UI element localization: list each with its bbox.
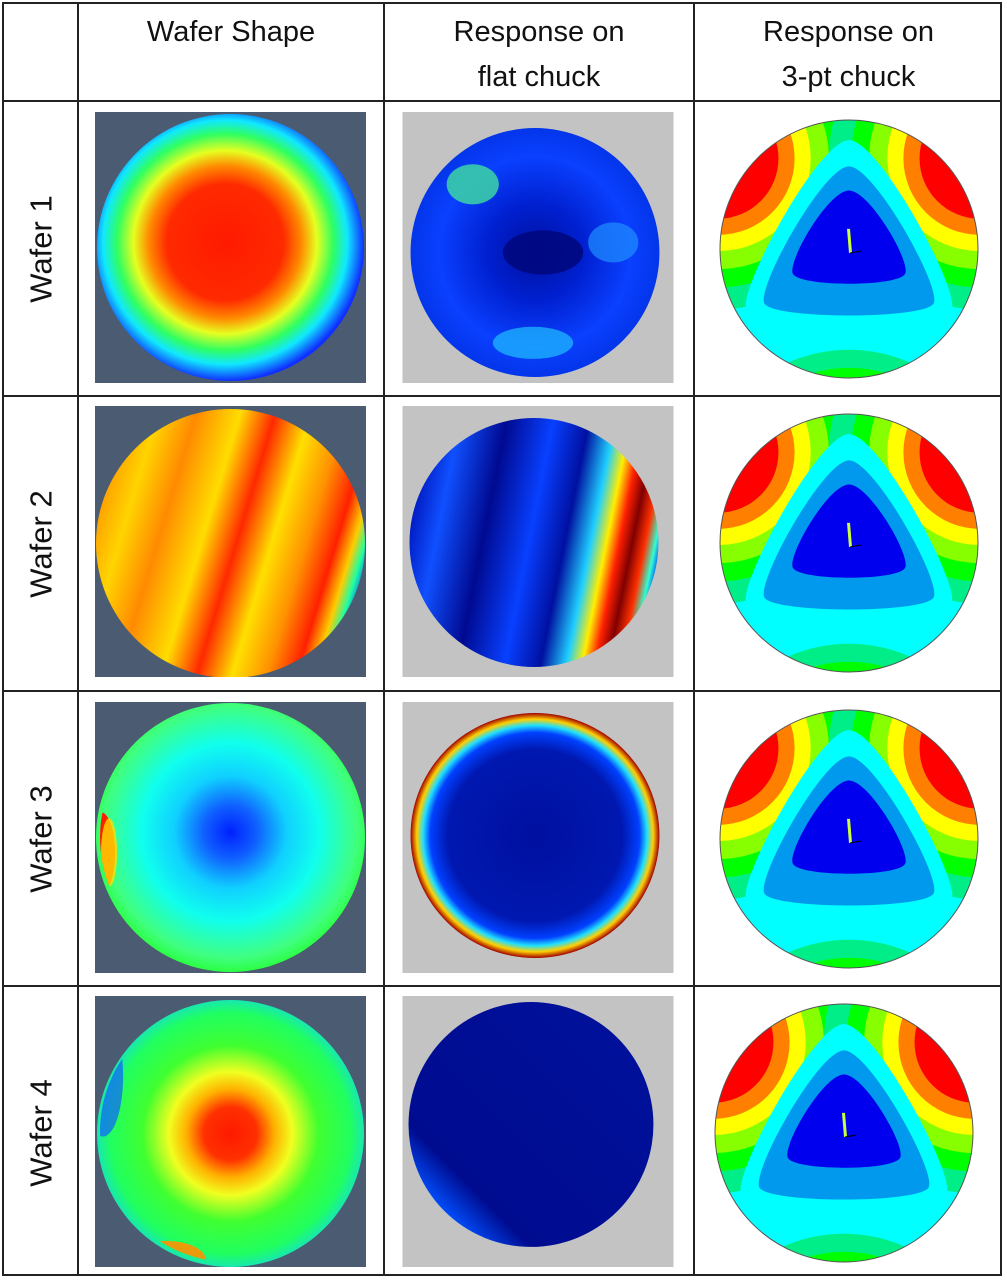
row-label-wafer-2: Wafer 2 — [4, 397, 79, 690]
header-3pt-chuck: Response on 3-pt chuck — [695, 4, 1002, 102]
row-label-wafer-1: Wafer 1 — [4, 102, 79, 395]
row-label-text: Wafer 2 — [23, 489, 59, 598]
column-divider — [693, 4, 695, 1274]
header-text: Response on — [453, 16, 625, 48]
row-divider — [4, 100, 1000, 102]
row-divider — [4, 690, 1000, 692]
column-divider — [77, 4, 79, 1274]
header-flat-chuck: Response on flat chuck — [385, 4, 693, 102]
row-divider — [4, 395, 1000, 397]
row-label-wafer-3: Wafer 3 — [4, 692, 79, 985]
row-label-text: Wafer 3 — [23, 784, 59, 893]
row-label-text: Wafer 4 — [23, 1078, 59, 1187]
header-wafer-shape: Wafer Shape — [79, 4, 383, 102]
wafer-3-flat-chuck-map — [402, 702, 674, 973]
wafer-1-3pt-chuck-contour — [718, 118, 980, 380]
wafer-4-3pt-chuck-contour — [713, 1002, 975, 1264]
row-label-text: Wafer 1 — [23, 194, 59, 303]
header-text: Wafer Shape — [146, 16, 316, 48]
wafer-2-3pt-chuck-contour — [718, 412, 980, 674]
wafer-2-flat-chuck-map — [402, 406, 674, 677]
wafer-3-3pt-chuck-contour — [718, 708, 980, 970]
column-divider — [383, 4, 385, 1274]
row-label-wafer-4: Wafer 4 — [4, 987, 79, 1278]
wafer-4-shape-map — [95, 996, 366, 1267]
header-text: Response on — [763, 16, 934, 48]
wafer-4-flat-chuck-map — [402, 996, 674, 1267]
header-text: 3-pt chuck — [781, 61, 916, 93]
wafer-2-shape-map — [95, 406, 366, 677]
wafer-1-shape-map — [95, 112, 366, 383]
wafer-1-flat-chuck-map — [402, 112, 674, 383]
header-text: flat chuck — [477, 61, 601, 93]
wafer-3-shape-map — [95, 702, 366, 973]
row-divider — [4, 985, 1000, 987]
